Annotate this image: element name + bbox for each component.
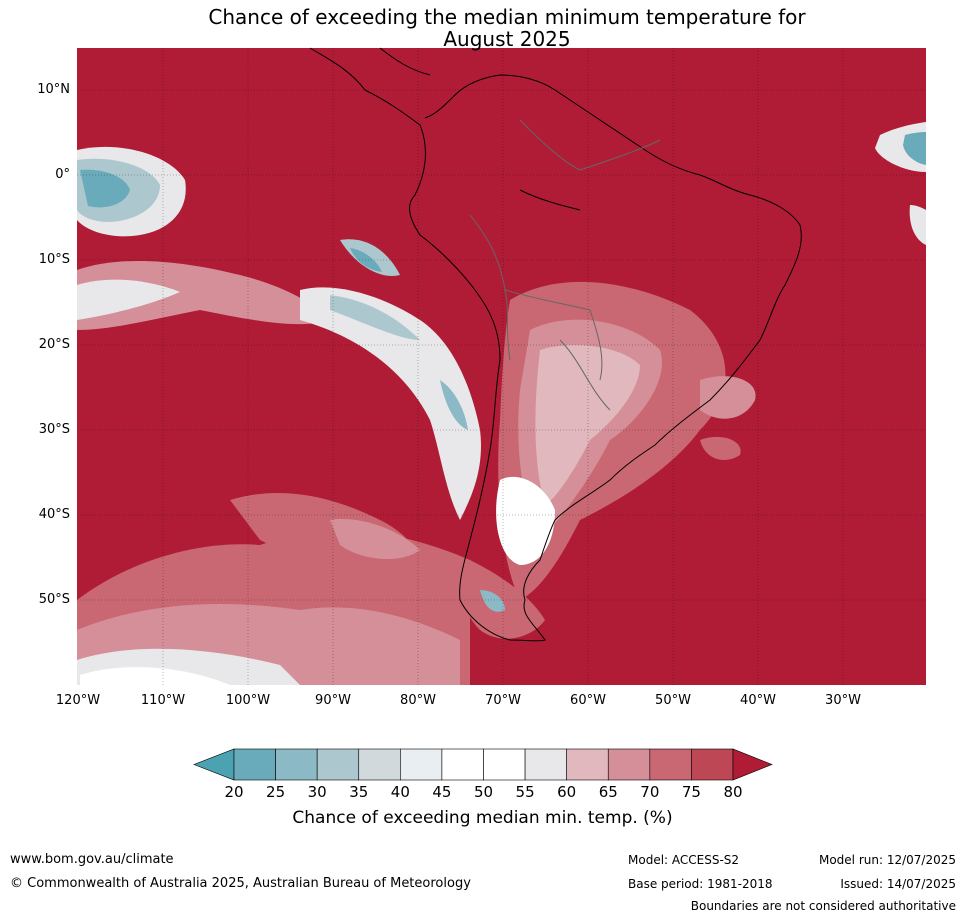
lat-label: 10°N — [37, 82, 70, 97]
graticule — [77, 48, 926, 685]
colorbar-segment — [691, 748, 734, 781]
lat-label: 30°S — [38, 422, 70, 437]
coastline — [309, 47, 802, 642]
colorbar-segment — [649, 748, 692, 781]
colorbar-segment — [607, 748, 651, 781]
lon-label: 70°W — [485, 693, 521, 708]
lon-label: 90°W — [315, 693, 351, 708]
colorbar-tick-label: 35 — [349, 783, 369, 801]
colorbar-tick-label: 40 — [390, 783, 410, 801]
colorbar-tick-label: 45 — [432, 783, 452, 801]
colorbar-tick-label: 30 — [307, 783, 327, 801]
lon-label: 100°W — [225, 693, 271, 708]
map-title-line1: Chance of exceeding the median minimum t… — [208, 5, 806, 29]
footer-base-period: Base period: 1981-2018 — [628, 877, 773, 891]
colorbar-tick-label: 20 — [224, 783, 244, 801]
colorbar-title: Chance of exceeding median min. temp. (%… — [292, 808, 673, 828]
colorbar-tick-label: 70 — [640, 783, 660, 801]
lat-label: 0° — [55, 167, 70, 182]
lon-label: 120°W — [55, 693, 101, 708]
lat-label: 10°S — [38, 252, 70, 267]
footer-boundaries: Boundaries are not considered authoritat… — [690, 899, 956, 913]
colorbar-tick-label: 25 — [266, 783, 286, 801]
colorbar-segment — [524, 748, 567, 781]
probability-patches — [77, 122, 926, 685]
footer-model: Model: ACCESS-S2 — [628, 853, 740, 867]
colorbar-tick-label: 65 — [598, 783, 618, 801]
lon-label: 80°W — [400, 693, 436, 708]
colorbar-segment — [275, 748, 318, 781]
borders — [469, 119, 661, 411]
colorbar-tick-label: 60 — [557, 783, 577, 801]
lon-label: 110°W — [140, 693, 186, 708]
colorbar-segment — [483, 748, 526, 781]
colorbar-tick-label: 75 — [681, 783, 701, 801]
lon-label: 30°W — [825, 693, 861, 708]
colorbar-segment — [233, 748, 276, 781]
colorbar-segment — [358, 748, 401, 781]
colorbar-extend-low — [193, 748, 235, 781]
footer-issued: Issued: 14/07/2025 — [840, 877, 956, 891]
lon-label: 40°W — [740, 693, 776, 708]
colorbar-segment — [441, 748, 484, 781]
lon-label: 60°W — [570, 693, 606, 708]
colorbar-tick-label: 50 — [473, 783, 494, 801]
footer-url: www.bom.gov.au/climate — [10, 852, 174, 867]
footer-model-run: Model run: 12/07/2025 — [818, 853, 956, 867]
lat-label: 50°S — [38, 592, 70, 607]
lon-label: 50°W — [655, 693, 691, 708]
colorbar-segment — [400, 748, 443, 781]
colorbar-segment — [316, 748, 360, 781]
colorbar-tick-label: 55 — [515, 783, 535, 801]
colorbar-extend-high — [732, 748, 773, 781]
colorbar-tick-label: 80 — [723, 783, 743, 801]
colorbar — [193, 748, 773, 781]
lat-label: 20°S — [38, 337, 70, 352]
map-title-line2: August 2025 — [443, 27, 571, 51]
footer-copyright: © Commonwealth of Australia 2025, Austra… — [10, 876, 471, 891]
lat-label: 40°S — [38, 507, 70, 522]
colorbar-segment — [566, 748, 609, 781]
